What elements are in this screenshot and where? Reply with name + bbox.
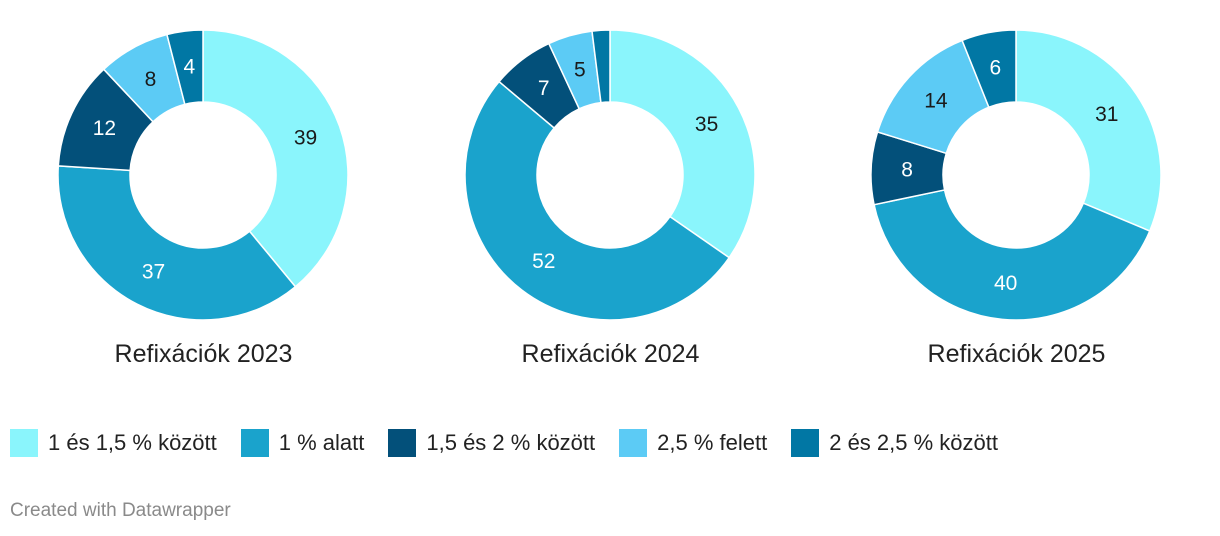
donut-chart-2024: 35 52 7 5 Refixációk 2024 <box>407 0 814 380</box>
legend-swatch <box>619 429 648 457</box>
legend: 1 és 1,5 % között 1 % alatt 1,5 és 2 % k… <box>10 429 1022 457</box>
chart-title-2023: Refixációk 2023 <box>114 340 293 368</box>
slice-value-label: 4 <box>183 55 195 78</box>
donut-svg-2023: 39 37 12 8 4 <box>57 29 349 321</box>
slice-value-label: 14 <box>924 90 948 113</box>
donut-slice <box>464 80 731 321</box>
slice-value-label: 31 <box>1095 103 1118 126</box>
slice-value-label: 52 <box>532 250 555 273</box>
chart-title-2025: Refixációk 2025 <box>927 340 1106 368</box>
donut-slice <box>202 29 349 288</box>
slice-value-label: 37 <box>142 261 165 284</box>
legend-swatch <box>10 429 38 457</box>
donut-chart-2025: 31 40 8 14 6 Refixációk 2025 <box>813 0 1220 380</box>
chart-title-2024: Refixációk 2024 <box>521 340 700 368</box>
donut-slice <box>591 29 611 104</box>
donut-slice <box>873 189 1151 321</box>
slice-value-label: 7 <box>538 77 550 100</box>
legend-label: 1,5 és 2 % között <box>426 430 596 455</box>
donut-svg-2025: 31 40 8 14 6 <box>870 29 1162 321</box>
legend-swatch <box>388 429 417 457</box>
slice-value-label: 8 <box>901 158 913 181</box>
legend-label: 2 és 2,5 % között <box>829 430 998 455</box>
slice-value-label: 40 <box>994 272 1017 295</box>
legend-item: 1,5 és 2 % között <box>388 429 595 457</box>
legend-item: 2,5 % felett <box>619 429 767 457</box>
legend-swatch <box>240 429 269 457</box>
legend-label: 2,5 % felett <box>657 430 768 455</box>
legend-item: 1 % alatt <box>240 429 365 457</box>
donut-slice <box>1015 29 1162 233</box>
legend-label: 1 % alatt <box>278 430 365 455</box>
donut-slice <box>961 29 1017 109</box>
donut-chart-2023: 39 37 12 8 4 Refixációk 2023 <box>0 0 407 380</box>
donut-slice <box>166 29 204 106</box>
legend-item: 1 és 1,5 % között <box>10 429 217 457</box>
donut-slice <box>609 29 756 259</box>
legend-item: 2 és 2,5 % között <box>791 429 998 457</box>
slice-value-label: 5 <box>574 59 586 82</box>
datawrapper-credit: Created with Datawrapper <box>10 500 231 521</box>
slice-value-label: 6 <box>990 56 1002 79</box>
legend-swatch <box>791 429 820 457</box>
legend-label: 1 és 1,5 % között <box>48 430 217 455</box>
slice-value-label: 35 <box>695 113 718 136</box>
donut-slice <box>57 165 297 321</box>
slice-value-label: 39 <box>294 127 317 150</box>
slice-value-label: 8 <box>145 68 157 91</box>
donut-svg-2024: 35 52 7 5 <box>464 29 756 321</box>
slice-value-label: 12 <box>93 117 116 140</box>
